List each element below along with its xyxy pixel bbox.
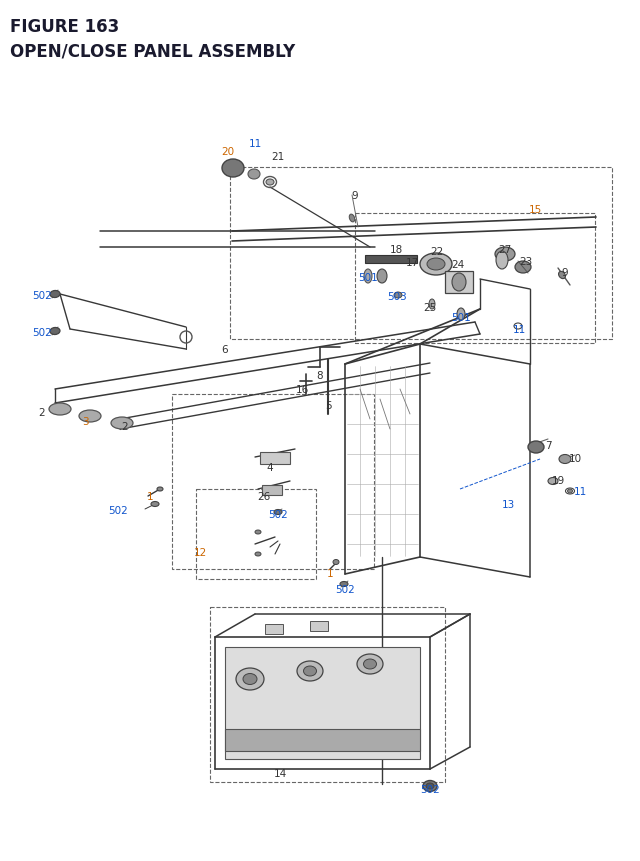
- Text: 502: 502: [108, 505, 128, 516]
- Ellipse shape: [429, 300, 435, 310]
- Bar: [265, 624, 283, 635]
- Ellipse shape: [457, 308, 465, 320]
- Text: 501: 501: [451, 313, 471, 323]
- Ellipse shape: [427, 258, 445, 270]
- Text: 9: 9: [352, 191, 358, 201]
- Ellipse shape: [357, 654, 383, 674]
- Ellipse shape: [452, 274, 466, 292]
- Bar: [260, 453, 290, 464]
- Text: 3: 3: [82, 417, 88, 426]
- Text: 12: 12: [193, 548, 207, 557]
- Ellipse shape: [426, 784, 434, 789]
- Text: 18: 18: [389, 245, 403, 255]
- Bar: [196, 489, 316, 579]
- Ellipse shape: [420, 254, 452, 276]
- Bar: [445, 272, 473, 294]
- Ellipse shape: [423, 781, 437, 791]
- Text: 7: 7: [545, 441, 551, 450]
- Text: 1: 1: [326, 568, 333, 579]
- Ellipse shape: [248, 170, 260, 180]
- Ellipse shape: [49, 404, 71, 416]
- Bar: [310, 622, 328, 631]
- Bar: [225, 729, 420, 751]
- Text: 8: 8: [317, 370, 323, 381]
- Text: 20: 20: [221, 147, 235, 157]
- Text: 503: 503: [387, 292, 407, 301]
- Ellipse shape: [157, 487, 163, 492]
- Bar: [355, 214, 595, 344]
- Ellipse shape: [364, 269, 372, 283]
- Text: OPEN/CLOSE PANEL ASSEMBLY: OPEN/CLOSE PANEL ASSEMBLY: [10, 42, 295, 60]
- Text: 1: 1: [147, 492, 154, 501]
- Ellipse shape: [243, 673, 257, 684]
- Bar: [172, 394, 374, 569]
- Ellipse shape: [222, 160, 244, 177]
- Ellipse shape: [515, 262, 531, 274]
- Text: 502: 502: [32, 328, 52, 338]
- Text: FIGURE 163: FIGURE 163: [10, 18, 119, 36]
- Bar: [262, 486, 282, 495]
- Text: 24: 24: [451, 260, 465, 269]
- Ellipse shape: [364, 660, 376, 669]
- Ellipse shape: [50, 328, 60, 335]
- Ellipse shape: [559, 455, 571, 464]
- Ellipse shape: [528, 442, 544, 454]
- Text: 26: 26: [257, 492, 271, 501]
- Text: 21: 21: [271, 152, 285, 162]
- Text: 14: 14: [273, 768, 287, 778]
- Text: 2: 2: [122, 422, 128, 431]
- Text: 19: 19: [552, 475, 564, 486]
- Text: 25: 25: [424, 303, 436, 313]
- Text: 10: 10: [568, 454, 582, 463]
- Text: 6: 6: [221, 344, 228, 355]
- Text: 13: 13: [501, 499, 515, 510]
- Text: 11: 11: [513, 325, 525, 335]
- Text: 27: 27: [499, 245, 511, 255]
- Ellipse shape: [255, 530, 261, 535]
- Text: 22: 22: [430, 247, 444, 257]
- Bar: [365, 256, 417, 263]
- Ellipse shape: [274, 510, 282, 515]
- Text: 11: 11: [573, 486, 587, 497]
- Text: 502: 502: [32, 291, 52, 300]
- Ellipse shape: [340, 582, 348, 587]
- Ellipse shape: [496, 251, 508, 269]
- Ellipse shape: [50, 291, 60, 298]
- Ellipse shape: [548, 478, 558, 485]
- Text: 17: 17: [405, 257, 419, 268]
- Text: 16: 16: [296, 385, 308, 394]
- Text: 15: 15: [529, 205, 541, 214]
- Ellipse shape: [79, 411, 101, 423]
- Ellipse shape: [303, 666, 317, 676]
- Bar: [210, 607, 445, 782]
- Text: 9: 9: [562, 268, 568, 278]
- Bar: [225, 647, 420, 759]
- Ellipse shape: [151, 502, 159, 507]
- Text: 502: 502: [335, 585, 355, 594]
- Ellipse shape: [111, 418, 133, 430]
- Text: 2: 2: [38, 407, 45, 418]
- Ellipse shape: [394, 293, 402, 299]
- Ellipse shape: [377, 269, 387, 283]
- Ellipse shape: [568, 489, 573, 493]
- Ellipse shape: [236, 668, 264, 691]
- Text: 501: 501: [358, 273, 378, 282]
- Text: 502: 502: [268, 510, 288, 519]
- Ellipse shape: [495, 248, 515, 262]
- Ellipse shape: [255, 553, 261, 556]
- Text: 502: 502: [420, 784, 440, 794]
- Ellipse shape: [333, 560, 339, 565]
- Text: 4: 4: [267, 462, 273, 473]
- Text: 23: 23: [520, 257, 532, 267]
- Ellipse shape: [266, 180, 274, 186]
- Ellipse shape: [559, 272, 566, 279]
- Text: 5: 5: [324, 400, 332, 411]
- Ellipse shape: [349, 215, 355, 223]
- Ellipse shape: [297, 661, 323, 681]
- Bar: [230, 168, 612, 339]
- Text: 11: 11: [248, 139, 262, 149]
